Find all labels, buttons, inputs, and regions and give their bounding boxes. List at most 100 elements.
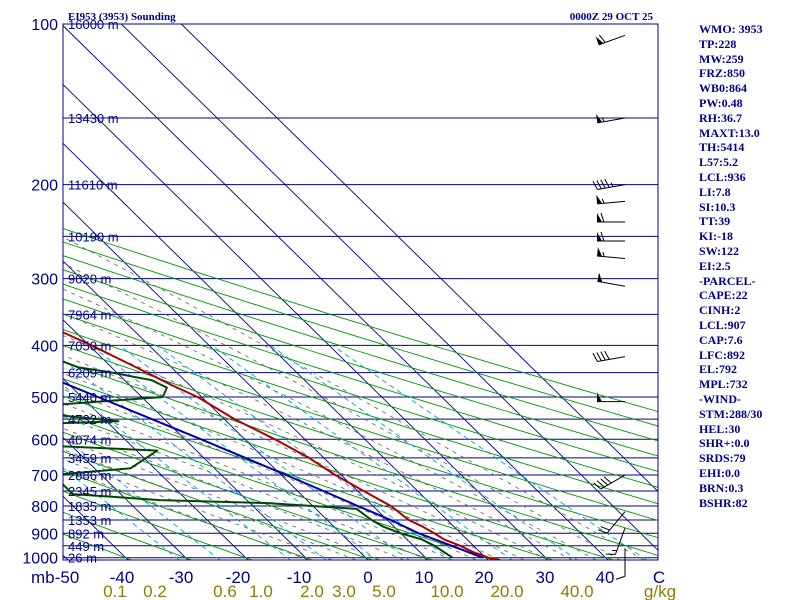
height-label: 26 m — [68, 551, 97, 566]
dry-adiabat — [63, 269, 658, 457]
temperature-tick-label: -40 — [110, 568, 135, 587]
mixing-ratio-line — [63, 359, 327, 560]
mixing-ratio-line — [211, 344, 513, 560]
index-item: -PARCEL- — [699, 273, 756, 288]
index-item: LCL:936 — [699, 169, 746, 184]
moist-adiabat — [63, 236, 645, 560]
temperature-tick-label: 0 — [363, 568, 372, 587]
index-item: LFC:892 — [699, 347, 745, 362]
dry-adiabat — [63, 255, 658, 442]
index-item: WB0:864 — [699, 81, 747, 96]
pressure-tick-label: 1000 — [22, 551, 58, 568]
celsius-label: C — [653, 568, 665, 587]
index-item: -WIND- — [699, 391, 741, 406]
index-item: RH:36.7 — [699, 110, 742, 125]
index-item: L57:5.2 — [699, 155, 738, 170]
index-item: LCL:907 — [699, 317, 746, 332]
index-item: BRN:0.3 — [699, 480, 744, 495]
wind-barbs — [592, 34, 626, 580]
index-item: CINH:2 — [699, 303, 741, 318]
height-label: 2345 m — [68, 484, 111, 499]
wind-barb — [592, 350, 626, 362]
index-item: PW:0.48 — [699, 95, 743, 110]
mb-label: mb — [31, 568, 55, 587]
height-label: 6209 m — [68, 366, 111, 381]
moist-adiabat — [63, 262, 621, 560]
isotherm — [63, 319, 309, 560]
height-label: 7050 m — [68, 338, 111, 353]
dry-adiabat — [63, 345, 658, 539]
height-label: 1835 m — [68, 499, 111, 514]
mixing-ratio-tick-label: 0.6 — [213, 582, 237, 600]
temperature-tick-label: 10 — [415, 568, 434, 587]
index-item: SRDS:79 — [699, 451, 746, 466]
time-label: 0000Z 29 OCT 25 — [570, 11, 654, 23]
pressure-tick-label: 300 — [31, 272, 58, 289]
wind-barb — [597, 212, 625, 223]
mixing-ratio-tick-label: 0.2 — [143, 582, 167, 600]
height-label: 5440 m — [68, 390, 111, 405]
moist-adiabat — [63, 403, 453, 560]
height-label: 3459 m — [68, 451, 111, 466]
wind-barb — [605, 527, 626, 555]
wind-barb — [597, 272, 626, 287]
mixing-ratio-line — [270, 344, 578, 560]
height-label: 449 m — [68, 539, 104, 554]
index-item: FRZ:850 — [699, 66, 745, 81]
parcel-line — [63, 381, 483, 559]
isotherm — [180, 24, 658, 493]
isotherm — [63, 83, 549, 560]
pressure-tick-label: 400 — [31, 338, 58, 355]
dry-adiabat — [63, 395, 554, 560]
moist-adiabat — [63, 354, 525, 560]
index-item: EHI:0.0 — [699, 465, 741, 480]
temperature-tick-label: -20 — [226, 568, 251, 587]
pressure-tick-label: 700 — [31, 468, 58, 485]
mixing-ratio-line — [63, 384, 291, 560]
index-item: LI:7.8 — [699, 184, 731, 199]
temperature-tick-label: 40 — [596, 568, 615, 587]
mixing-ratio-line — [332, 344, 647, 560]
index-item: SHR+:0.0 — [699, 436, 750, 451]
height-label: 4732 m — [68, 412, 111, 427]
wind-barb — [597, 247, 626, 259]
dry-adiabat — [63, 298, 658, 488]
index-item: MAXT:13.0 — [699, 125, 760, 140]
index-item: TT:39 — [699, 214, 731, 229]
mixing-ratio-tick-label: 2.0 — [300, 582, 324, 600]
pressure-tick-label: 600 — [31, 432, 58, 449]
moist-adiabat — [63, 388, 477, 560]
wind-barb — [595, 113, 626, 124]
mixing-ratio-line — [63, 436, 221, 560]
dry-adiabat — [63, 241, 658, 427]
dry-adiabat — [63, 313, 658, 505]
index-item: MW:259 — [699, 51, 744, 66]
wind-barb — [593, 474, 626, 490]
index-item: STM:288/30 — [699, 406, 763, 421]
mixing-ratio-units: g/kg — [644, 582, 676, 600]
index-item: WMO: 3953 — [699, 22, 763, 36]
mixing-ratio-tick-label: 10.0 — [430, 582, 463, 600]
pressure-tick-label: 900 — [31, 526, 58, 543]
index-item: TP:228 — [699, 36, 737, 51]
temperature-line — [63, 331, 501, 560]
wind-barb — [597, 392, 625, 403]
moist-adiabat — [63, 449, 357, 560]
isotherm — [63, 377, 249, 560]
index-item: TH:5414 — [699, 140, 745, 155]
isotherm — [120, 24, 658, 551]
dry-adiabat — [63, 511, 193, 560]
dry-adiabat — [63, 361, 658, 556]
plot-frame — [62, 23, 659, 561]
dry-adiabat — [63, 490, 253, 560]
mixing-ratio-tick-label: 3.0 — [332, 582, 356, 600]
index-item: SW:122 — [699, 243, 740, 258]
height-label: 10190 m — [68, 229, 119, 244]
pressure-tick-label: 100 — [31, 17, 58, 34]
index-item: CAP:7.6 — [699, 332, 743, 347]
dry-adiabat — [63, 431, 433, 560]
dry-adiabat — [63, 450, 373, 560]
index-item: MPL:732 — [699, 377, 748, 392]
